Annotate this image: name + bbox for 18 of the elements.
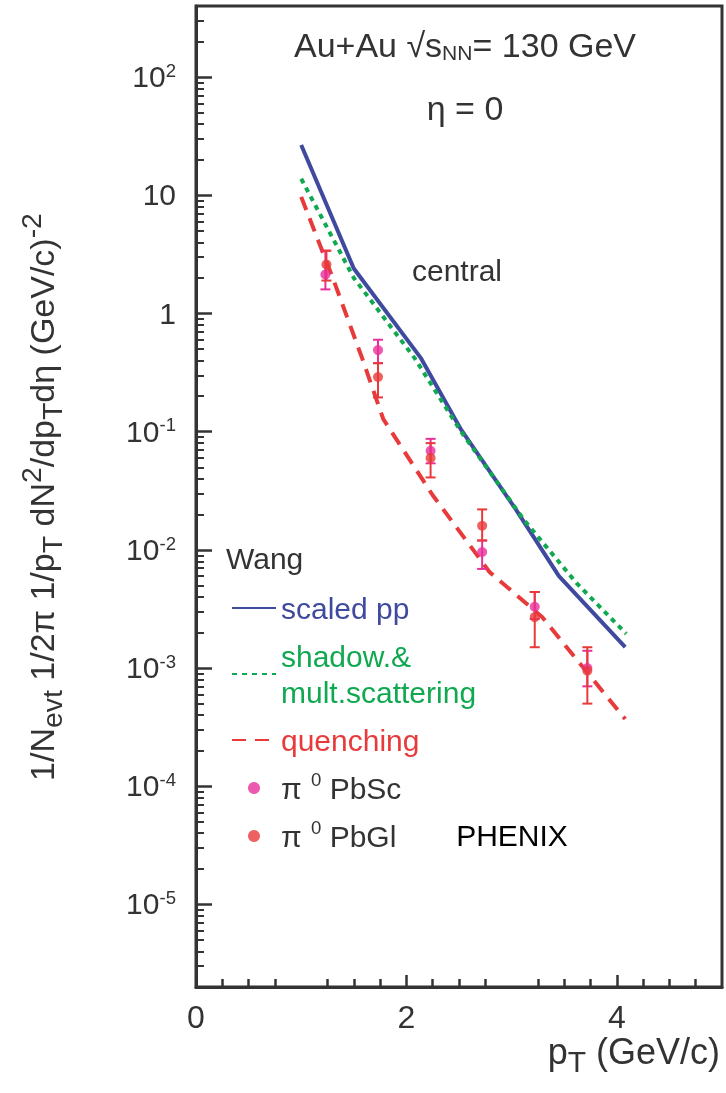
x-tick-label: 2 bbox=[397, 999, 416, 1035]
y-tick-label: 10$^{-3}$ bbox=[126, 650, 176, 686]
y-tick-label: 10$^{-2}$ bbox=[126, 532, 176, 567]
legend-label: shadow.& mult.scattering bbox=[281, 639, 477, 709]
annotation: η = 0 bbox=[426, 89, 504, 127]
legend-label: quenching bbox=[281, 723, 420, 757]
annotation: Au+Au √sNN= 130 GeV bbox=[293, 26, 637, 65]
legend-label: scaled pp bbox=[281, 591, 410, 625]
y-tick-label: 10$^{-1}$ bbox=[126, 414, 176, 449]
y-tick-label: 10$^{-5}$ bbox=[126, 887, 176, 922]
y-tick-label: 10 bbox=[142, 178, 176, 213]
y-tick-label: 10$^{-4}$ bbox=[126, 769, 176, 804]
y-tick-label: 10$^{2}$ bbox=[132, 59, 176, 95]
legend-title: Wang bbox=[226, 541, 304, 575]
annotation: PHENIX bbox=[456, 818, 568, 852]
annotation: central bbox=[411, 253, 503, 287]
x-tick-label: 0 bbox=[187, 999, 205, 1035]
y-tick-label: 1 bbox=[159, 296, 176, 331]
